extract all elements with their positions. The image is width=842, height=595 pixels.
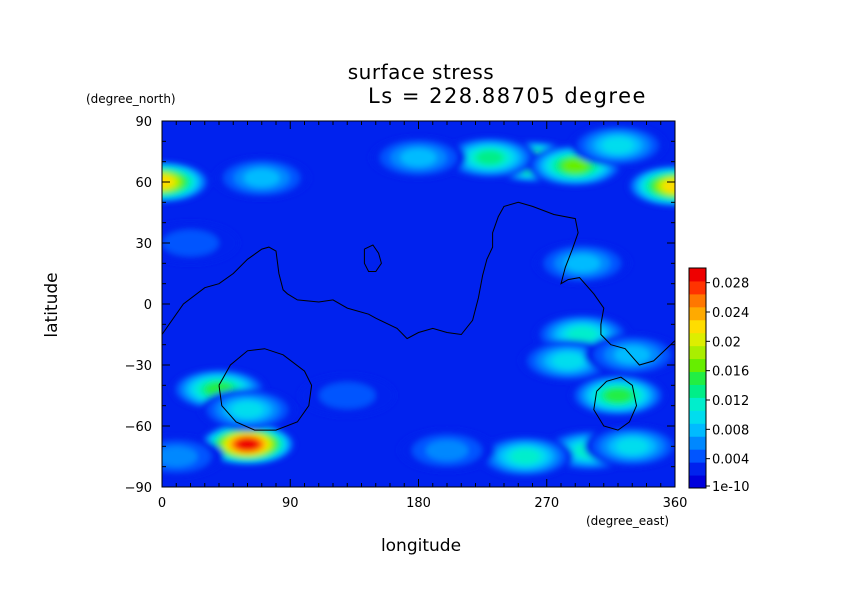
colorbar-segment (689, 397, 706, 411)
field-blob (605, 388, 631, 403)
x-tick-label: 0 (158, 496, 166, 511)
field-blob (510, 448, 541, 465)
colorbar-label: 0.028 (712, 277, 749, 292)
colorbar-frame (688, 267, 707, 489)
field-blob (602, 137, 634, 154)
plot-axes: 0 90 180 270 360 90 60 30 0 −30 −60 −90 (125, 115, 688, 511)
y-tick-label: −60 (125, 420, 152, 435)
x-tick-label: 270 (534, 496, 559, 511)
field-blob (567, 326, 598, 343)
colorbar-label: 1e-10 (712, 480, 750, 495)
y-tick-label: −30 (125, 359, 152, 374)
field-blob (476, 150, 504, 165)
contour-line (363, 244, 382, 272)
continent-contours (162, 201, 675, 431)
x-tick-label: 90 (282, 496, 299, 511)
stress-field (162, 121, 675, 487)
field-blob (562, 158, 588, 173)
colorbar-segment (689, 475, 706, 489)
colorbar-label: 0.024 (712, 306, 749, 321)
field-blob (319, 382, 376, 409)
y-tick-label: 30 (135, 237, 152, 252)
colorbar-segment (689, 436, 706, 450)
contour-line (162, 201, 675, 366)
colorbar-segment (689, 293, 706, 308)
colorbar-segment (689, 306, 706, 321)
y-axis-unit: (degree_north) (86, 92, 176, 106)
colorbar: 1e-10 0.004 0.008 0.012 0.016 0.02 0.024 0.028 (688, 267, 750, 495)
field-blob (552, 352, 585, 370)
colorbar-segment (689, 449, 706, 463)
contour-line (218, 348, 313, 431)
colorbar-segment (689, 423, 706, 437)
colorbar-label: 0.008 (712, 423, 749, 438)
field-blob (616, 438, 649, 455)
field-blob (663, 179, 675, 193)
colorbar-segment (689, 345, 706, 360)
field-blob (243, 168, 280, 187)
chart-subtitle: Ls = 228.88705 degree (368, 84, 647, 108)
field-blob (400, 148, 437, 167)
colorbar-segment (689, 280, 706, 295)
colorbar-label: 0.016 (712, 365, 749, 380)
colorbar-label: 0.004 (712, 453, 749, 468)
colorbar-segment (689, 371, 706, 385)
y-tick-label: −90 (125, 481, 152, 496)
colorbar-segment (689, 319, 706, 334)
x-axis-unit: (degree_east) (586, 514, 670, 528)
field-blob (614, 345, 651, 364)
y-tick-label: 90 (135, 115, 152, 130)
colorbar-segment (689, 384, 706, 398)
x-tick-label: 360 (663, 496, 688, 511)
field-blob (162, 230, 219, 256)
x-axis-label: longitude (380, 536, 462, 556)
field-blob (564, 254, 601, 273)
field-blob (162, 446, 198, 467)
colorbar-label: 0.02 (712, 335, 741, 350)
contour-line (593, 376, 638, 431)
colorbar-segment (689, 332, 706, 347)
colorbar-label: 0.012 (712, 394, 749, 409)
field-blob (425, 440, 469, 461)
y-tick-label: 0 (144, 298, 152, 313)
y-tick-label: 60 (135, 176, 152, 191)
x-tick-label: 180 (406, 496, 431, 511)
field-blob (237, 438, 258, 451)
chart-title: surface stress (347, 60, 495, 84)
colorbar-segment (689, 462, 706, 476)
colorbar-segment (689, 268, 706, 282)
colorbar-segment (689, 410, 706, 424)
field-blob (231, 401, 264, 418)
colorbar-segment (689, 358, 706, 373)
